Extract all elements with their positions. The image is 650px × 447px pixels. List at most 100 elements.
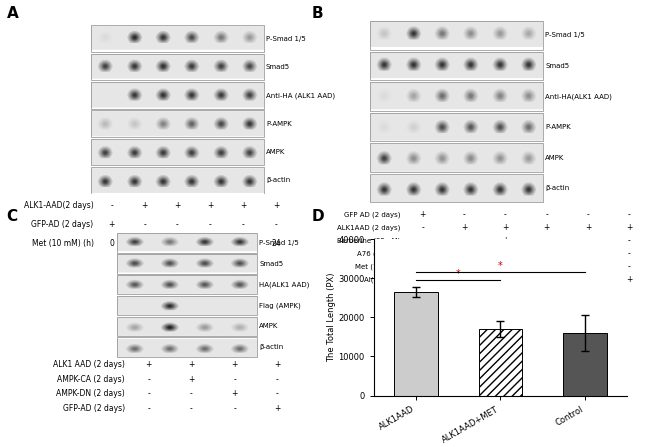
Bar (370, 82, 543, 111)
Text: AMPK-DN (2 days): AMPK-DN (2 days) (56, 389, 125, 398)
Bar (563, 333, 607, 396)
Text: -: - (504, 249, 507, 258)
Text: +: + (502, 223, 509, 232)
Text: 0: 0 (109, 239, 114, 248)
Text: ALK1 AAD (2 days): ALK1 AAD (2 days) (53, 360, 125, 369)
Text: P-Smad 1/5: P-Smad 1/5 (545, 32, 585, 38)
Text: +: + (461, 223, 467, 232)
Text: -: - (147, 375, 150, 384)
Text: -: - (463, 210, 465, 219)
Text: GFP-AD (2 days): GFP-AD (2 days) (62, 404, 125, 413)
Text: +: + (420, 210, 426, 219)
Bar (117, 233, 257, 253)
Bar (117, 316, 257, 336)
Text: Anti-HA(ALK1 AAD): Anti-HA(ALK1 AAD) (545, 93, 612, 100)
Text: -: - (421, 223, 424, 232)
Text: ALK1-AAD(2 days): ALK1-AAD(2 days) (24, 202, 94, 211)
Bar (91, 139, 264, 165)
Text: *: * (498, 261, 503, 271)
Text: ALK1AAD (2 days): ALK1AAD (2 days) (337, 224, 400, 231)
Text: +: + (585, 262, 592, 271)
Text: -: - (587, 275, 590, 284)
Y-axis label: The Total Length (PX): The Total Length (PX) (326, 273, 335, 362)
Bar (91, 82, 264, 109)
Text: -: - (504, 262, 507, 271)
Text: -: - (587, 236, 590, 245)
Text: +: + (174, 202, 181, 211)
Text: +: + (109, 220, 115, 229)
Text: 0: 0 (142, 239, 147, 248)
Text: +: + (231, 389, 238, 398)
Text: -: - (421, 236, 424, 245)
Text: Al( 1 mM ): Al( 1 mM ) (364, 276, 400, 283)
Text: -: - (463, 262, 465, 271)
Text: β-actin: β-actin (259, 344, 283, 350)
Bar (91, 110, 264, 137)
Bar (370, 51, 543, 80)
Bar (370, 143, 543, 172)
Text: +: + (543, 249, 550, 258)
Bar (91, 167, 264, 194)
Text: +: + (240, 202, 246, 211)
Bar (370, 174, 543, 202)
Text: HA(ALK1 AAD): HA(ALK1 AAD) (259, 281, 309, 288)
Text: +: + (502, 236, 509, 245)
Text: -: - (587, 210, 590, 219)
Text: -: - (545, 210, 548, 219)
Text: GFP AD (2 days): GFP AD (2 days) (344, 211, 400, 218)
Text: 4: 4 (208, 239, 213, 248)
Text: -: - (628, 249, 630, 258)
Text: +: + (146, 360, 151, 369)
Text: -: - (628, 236, 630, 245)
Text: -: - (233, 375, 236, 384)
Text: AMPK: AMPK (266, 149, 285, 155)
Text: Met (10 mM): Met (10 mM) (356, 263, 400, 270)
Text: A76 (10 uM): A76 (10 uM) (357, 250, 400, 257)
Text: -: - (276, 375, 279, 384)
Text: -: - (587, 249, 590, 258)
Text: -: - (242, 220, 244, 229)
Text: -: - (176, 220, 179, 229)
Text: AMPK: AMPK (259, 323, 279, 329)
Text: -: - (143, 220, 146, 229)
Text: +: + (274, 404, 281, 413)
Bar (117, 254, 257, 274)
Text: -: - (421, 249, 424, 258)
Bar (370, 21, 543, 50)
Text: A: A (6, 6, 18, 21)
Text: -: - (504, 210, 507, 219)
Text: β-actin: β-actin (266, 177, 290, 183)
Text: Anti-HA (ALK1 AAD): Anti-HA (ALK1 AAD) (266, 92, 335, 99)
Bar (91, 54, 264, 80)
Text: 24: 24 (271, 239, 281, 248)
Text: -: - (147, 404, 150, 413)
Text: -: - (190, 404, 193, 413)
Text: +: + (626, 275, 632, 284)
Text: Berberine (25 uM): Berberine (25 uM) (337, 237, 400, 244)
Bar (370, 113, 543, 141)
Text: -: - (190, 389, 193, 398)
Text: -: - (147, 389, 150, 398)
Text: -: - (421, 262, 424, 271)
Text: Flag (AMPK): Flag (AMPK) (259, 302, 301, 309)
Text: -: - (628, 210, 630, 219)
Text: +: + (141, 202, 148, 211)
Bar (478, 329, 523, 396)
Text: +: + (626, 223, 632, 232)
Text: -: - (628, 262, 630, 271)
Text: -: - (233, 404, 236, 413)
Text: -: - (421, 275, 424, 284)
Text: -: - (463, 236, 465, 245)
Text: C: C (6, 209, 18, 224)
Text: -: - (209, 220, 212, 229)
Text: B: B (312, 6, 324, 21)
Text: 2: 2 (175, 239, 180, 248)
Text: AMPK-CA (2 days): AMPK-CA (2 days) (57, 375, 125, 384)
Text: AMPK: AMPK (545, 155, 565, 160)
Bar (91, 25, 264, 52)
Text: Met (10 mM) (h): Met (10 mM) (h) (32, 239, 94, 248)
Text: D: D (312, 209, 324, 224)
Text: Smad5: Smad5 (266, 64, 290, 70)
Text: *: * (456, 269, 461, 279)
Text: -: - (463, 249, 465, 258)
